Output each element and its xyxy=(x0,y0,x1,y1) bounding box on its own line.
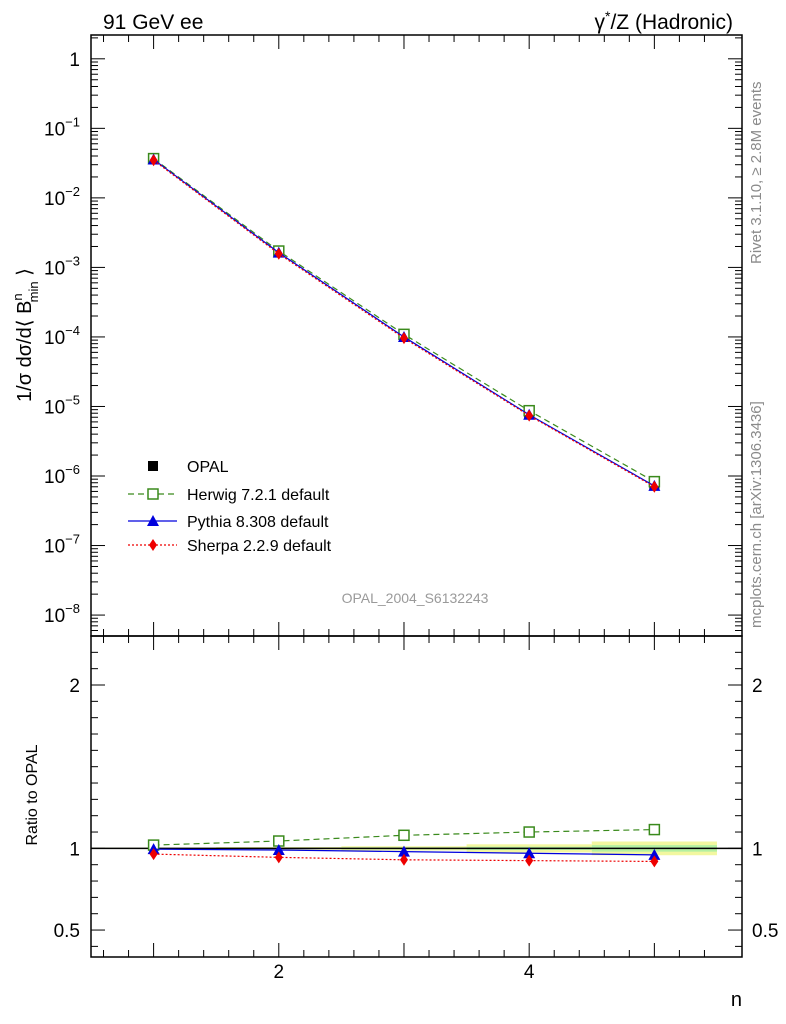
main-series-sherpa xyxy=(149,154,659,493)
ratio-point-herwig xyxy=(523,826,535,838)
legend-marker-opal xyxy=(148,461,158,471)
rivet-version-label: Rivet 3.1.10, ≥ 2.8M events xyxy=(748,82,765,265)
legend-marker-herwig xyxy=(147,488,159,500)
legend-label-herwig: Herwig 7.2.1 default xyxy=(187,487,330,504)
main-point-sherpa xyxy=(399,332,408,345)
ratio-point-sherpa xyxy=(399,853,408,866)
legend-entry-herwig: Herwig 7.2.1 default xyxy=(128,487,330,504)
legend-label-sherpa: Sherpa 2.2.9 default xyxy=(187,538,332,555)
ratio-point-herwig xyxy=(648,823,661,836)
ratio-y-tick-labels: 0.5 0.5 1 1 2 2 xyxy=(54,676,779,942)
main-line-pythia xyxy=(153,158,655,487)
ratio-y-tick-label-right: 0.5 xyxy=(752,921,778,942)
x-tick-label: 4 xyxy=(524,962,535,983)
main-y-tick-label: 10−1 xyxy=(44,114,80,140)
main-y-tick-label: 10−2 xyxy=(44,184,80,210)
analysis-watermark: OPAL_2004_S6132243 xyxy=(342,590,489,606)
main-line-sherpa xyxy=(153,159,655,488)
ratio-y-axis-label: Ratio to OPAL xyxy=(24,744,41,845)
ratio-ticks xyxy=(91,636,742,957)
ratio-series-sherpa xyxy=(149,848,659,868)
legend-marker-sherpa xyxy=(149,539,157,551)
main-point-sherpa xyxy=(274,247,283,260)
ratio-point-sherpa xyxy=(525,854,534,867)
main-point-sherpa xyxy=(650,480,659,493)
main-y-tick-label: 1 xyxy=(69,50,80,71)
ratio-point-pythia xyxy=(272,844,285,855)
main-y-tick-label: 10−4 xyxy=(44,323,80,349)
ratio-point-pythia xyxy=(648,848,661,860)
main-y-tick-label: 10−5 xyxy=(44,392,80,418)
legend-entry-opal: OPAL xyxy=(148,459,229,476)
header-right-title: γ*/Z (Hadronic) xyxy=(595,8,733,34)
main-series-opal xyxy=(148,154,660,490)
ratio-y-tick-label: 2 xyxy=(69,676,80,697)
legend: OPAL Herwig 7.2.1 default Pythia 8.308 def… xyxy=(128,459,332,555)
main-series-pythia xyxy=(147,153,661,491)
main-y-tick-label: 10−7 xyxy=(44,532,80,558)
ratio-series-pythia xyxy=(147,843,661,860)
x-tick-label: 2 xyxy=(273,962,284,983)
ratio-y-tick-label-right: 2 xyxy=(752,676,763,697)
main-point-sherpa xyxy=(525,409,534,422)
legend-label-pythia: Pythia 8.308 default xyxy=(187,514,329,531)
legend-marker-pythia xyxy=(147,515,159,526)
mcplots-credit-label: mcplots.cern.ch [arXiv:1306.3436] xyxy=(748,401,765,628)
main-ticks xyxy=(91,35,742,637)
legend-label-opal: OPAL xyxy=(187,459,229,476)
ratio-point-sherpa xyxy=(650,855,659,868)
main-series-group xyxy=(147,152,661,493)
main-y-tick-label: 10−6 xyxy=(44,462,80,488)
main-point-sherpa xyxy=(149,154,158,167)
ratio-y-tick-label-right: 1 xyxy=(752,839,763,860)
ratio-series-group xyxy=(147,823,661,868)
header-left-title: 91 GeV ee xyxy=(103,11,203,34)
ratio-line-sherpa xyxy=(153,853,655,863)
main-panel: 1 10−1 10−2 10−3 10−4 10−5 10−6 10−7 10−8 1/σ dσ… xyxy=(10,34,743,637)
x-axis-label: n xyxy=(731,989,742,1011)
main-y-axis-label: 1/σ dσ/d⟨ Bnmin ⟩ xyxy=(10,268,41,402)
legend-entry-sherpa: Sherpa 2.2.9 default xyxy=(128,538,332,555)
main-y-tick-label: 10−8 xyxy=(44,601,80,627)
main-y-tick-labels: 1 10−1 10−2 10−3 10−4 10−5 10−6 10−7 10−8 xyxy=(44,50,80,627)
main-y-tick-label: 10−3 xyxy=(44,253,80,279)
ratio-point-herwig xyxy=(398,829,410,842)
ratio-point-sherpa xyxy=(149,848,158,861)
main-line-herwig xyxy=(153,158,655,483)
ratio-y-tick-label: 1 xyxy=(69,839,80,860)
ratio-point-pythia xyxy=(397,845,410,857)
ratio-point-sherpa xyxy=(274,851,283,864)
ratio-point-pythia xyxy=(523,847,536,859)
legend-entry-pythia: Pythia 8.308 default xyxy=(128,514,329,531)
main-series-herwig xyxy=(147,152,661,488)
ratio-frame xyxy=(90,635,743,958)
ratio-y-tick-label: 0.5 xyxy=(54,921,80,942)
